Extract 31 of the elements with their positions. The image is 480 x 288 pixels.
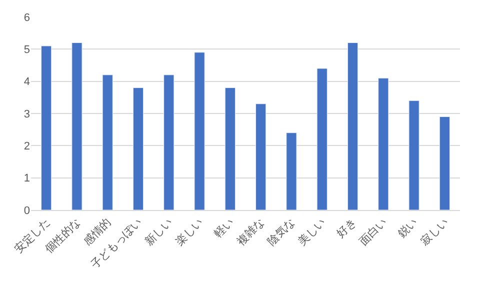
bar: [102, 74, 113, 210]
y-tick-label: 3: [24, 108, 30, 120]
bar: [41, 46, 52, 210]
y-tick-label: 6: [24, 12, 30, 24]
y-tick-label: 1: [24, 172, 30, 185]
bar: [439, 116, 450, 210]
x-tick-label: 面白い: [358, 216, 390, 248]
y-tick-label: 4: [24, 76, 30, 88]
x-tick-label: 新しい: [142, 216, 175, 248]
bar: [132, 88, 144, 210]
x-tick-label: 楽しい: [174, 216, 206, 248]
bar: [256, 104, 266, 210]
bar: [316, 68, 328, 210]
y-tick-label: 5: [24, 44, 30, 56]
x-tick-label: 寂しい: [418, 216, 451, 248]
y-tick-label: 0: [24, 204, 30, 217]
x-tick-label: 軽い: [212, 216, 236, 240]
bar: [286, 132, 297, 210]
bar: [378, 78, 389, 210]
bar: [164, 74, 174, 210]
x-tick-label: 美しい: [296, 216, 328, 248]
bar: [347, 42, 358, 210]
y-tick-label: 2: [24, 140, 30, 153]
bar: [224, 88, 236, 210]
bar: [194, 52, 205, 210]
x-tick-label: 複雑な: [234, 216, 267, 248]
bar: [72, 42, 82, 210]
x-tick-label: 陰気な: [266, 216, 298, 248]
bar: [408, 100, 420, 210]
x-tick-label: 鋭い: [396, 216, 420, 240]
x-tick-label: 好き: [334, 216, 359, 240]
